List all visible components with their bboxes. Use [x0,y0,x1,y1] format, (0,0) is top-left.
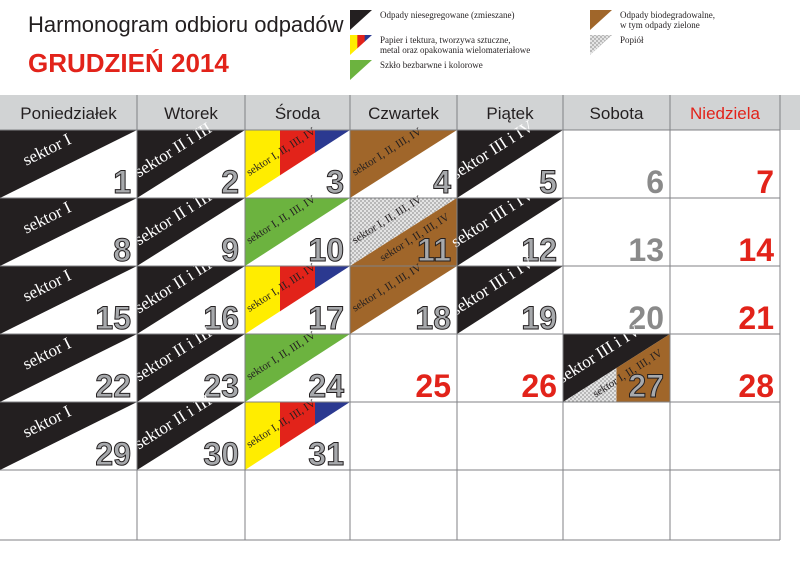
legend-swatch [350,35,358,55]
day-number: 2 [221,164,239,200]
day-number: 20 [628,300,664,336]
day-number: 28 [738,368,774,404]
day-number: 4 [433,164,451,200]
day-number: 7 [756,164,774,200]
weekday: Czwartek [368,104,439,123]
legend-swatch [357,35,366,55]
weekday: Poniedziałek [20,104,117,123]
legend-label: Papier i tektura, tworzywa sztuczne, [380,35,510,45]
weekday: Sobota [590,104,644,123]
day-number: 15 [95,300,131,336]
day-number: 19 [521,300,557,336]
day-number: 17 [308,300,344,336]
day-number: 11 [417,232,451,268]
legend-label: w tym odpady zielone [620,20,700,30]
day-number: 30 [203,436,239,472]
legend-swatch [590,35,612,55]
day-number: 16 [203,300,239,336]
day-number: 24 [308,368,344,404]
day-number: 31 [308,436,344,472]
day-number: 18 [415,300,451,336]
month: GRUDZIEŃ 2014 [28,48,229,78]
title: Harmonogram odbioru odpadów [28,12,344,37]
weekday: Niedziela [690,104,760,123]
day-number: 27 [628,368,664,404]
legend-swatch [364,35,372,55]
day-number: 1 [113,164,131,200]
day-number: 14 [738,232,774,268]
legend-label: Szkło bezbarwne i kolorowe [380,60,483,70]
day-number: 6 [646,164,664,200]
day-number: 8 [113,232,131,268]
day-number: 26 [521,368,557,404]
legend-label: Odpady biodegradowalne, [620,10,715,20]
legend-label: Popiół [620,35,644,45]
day-number: 10 [308,232,344,268]
legend-swatch [350,60,372,80]
weekday: Piątek [486,104,534,123]
day-number: 25 [415,368,451,404]
legend-label: metal oraz opakowania wielomateriałowe [380,45,530,55]
day-number: 22 [95,368,131,404]
weekday: Wtorek [164,104,218,123]
day-number: 9 [221,232,239,268]
header-bar [0,95,800,130]
day-number: 23 [203,368,239,404]
day-number: 3 [326,164,344,200]
day-number: 29 [95,436,131,472]
legend-swatch [590,10,612,30]
legend-swatch [350,10,372,30]
day-number: 13 [628,232,664,268]
day-number: 12 [521,232,557,268]
legend-label: Odpady niesegregowane (zmieszane) [380,10,514,20]
day-number: 5 [539,164,557,200]
day-number: 21 [738,300,774,336]
weekday: Środa [275,104,321,123]
